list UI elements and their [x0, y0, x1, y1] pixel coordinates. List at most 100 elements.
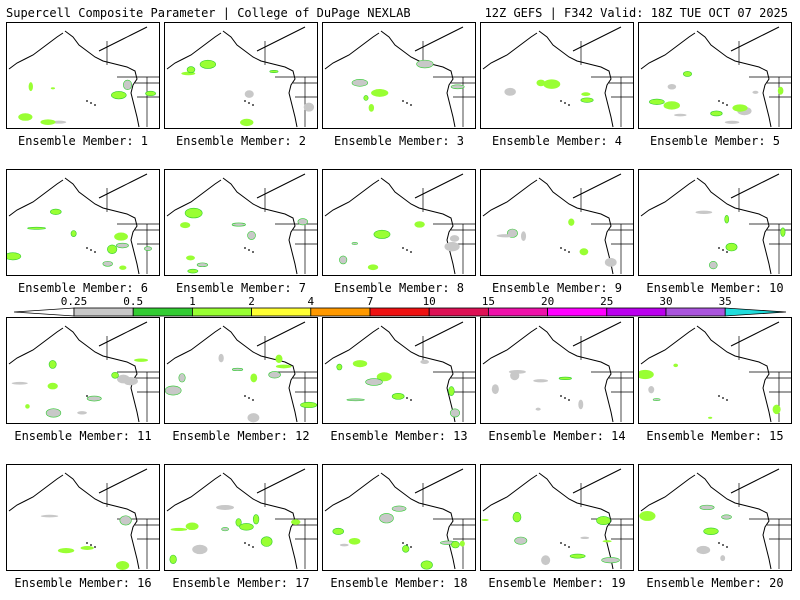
- scp-contour: [115, 561, 130, 570]
- map-outline: [166, 32, 222, 70]
- scp-contour: [450, 84, 465, 90]
- colorbar-segment: [487, 307, 548, 317]
- panel-map: [640, 173, 791, 275]
- colorbar-segment: [547, 307, 608, 317]
- map-outline: [730, 26, 780, 52]
- scp-contour: [77, 411, 87, 415]
- scp-contour: [663, 101, 680, 110]
- panel-label: Ensemble Member: 7: [175, 281, 307, 295]
- map-outline: [414, 26, 464, 52]
- map-outline: [609, 519, 633, 569]
- map-title: Supercell Composite Parameter | College …: [6, 6, 411, 20]
- island-marker: [718, 100, 720, 102]
- ensemble-panel-4: [480, 22, 634, 129]
- panel-label: Ensemble Member: 17: [172, 576, 310, 590]
- panel-map: [166, 26, 317, 128]
- map-outline: [730, 468, 780, 494]
- scp-contour: [260, 536, 273, 547]
- scp-contour: [186, 255, 195, 261]
- island-marker: [718, 247, 720, 249]
- panel-label: Ensemble Member: 2: [175, 134, 307, 148]
- panel-label: Ensemble Member: 15: [646, 429, 784, 443]
- map-outline: [414, 468, 464, 494]
- ensemble-panel-17: [164, 464, 318, 571]
- island-marker: [244, 542, 246, 544]
- panel-map: [481, 468, 633, 570]
- map-outline: [256, 321, 306, 347]
- map-outline: [482, 327, 538, 365]
- ensemble-panel-1: [6, 22, 160, 129]
- scp-contour: [520, 231, 527, 241]
- island-marker: [410, 399, 412, 401]
- scp-contour: [199, 59, 217, 69]
- scp-contour: [724, 120, 740, 124]
- island-marker: [726, 251, 728, 253]
- island-marker: [402, 100, 404, 102]
- scp-contour: [720, 555, 726, 562]
- ensemble-panel-18: [322, 464, 476, 571]
- panel-map: [324, 468, 475, 570]
- map-outline: [422, 483, 475, 520]
- island-marker: [90, 249, 92, 251]
- scp-contour: [250, 373, 258, 383]
- island-marker: [86, 100, 88, 102]
- panel-label: Ensemble Member: 14: [488, 429, 626, 443]
- scp-contour: [196, 262, 209, 268]
- colorbar: 0.25 0.5 1 2 4 7 10 15 20 25 30 35: [0, 295, 800, 320]
- scp-contour: [180, 222, 191, 229]
- scp-contour: [568, 218, 575, 226]
- scp-contour: [652, 398, 661, 401]
- island-marker: [568, 104, 570, 106]
- map-outline: [64, 30, 140, 128]
- island-marker: [248, 102, 250, 104]
- colorbar-tick-label: 35: [719, 296, 732, 308]
- scp-contour: [709, 261, 718, 270]
- map-outline: [380, 472, 456, 570]
- colorbar-tick-label: 4: [307, 296, 314, 308]
- scp-contour: [169, 554, 177, 564]
- island-marker: [410, 546, 412, 548]
- scp-contour: [48, 360, 57, 369]
- ensemble-panel-11: [6, 317, 160, 424]
- scp-contour: [667, 83, 677, 90]
- scp-contour: [119, 265, 127, 270]
- scp-contour: [578, 399, 584, 410]
- panel-label: Ensemble Member: 18: [330, 576, 468, 590]
- island-marker: [244, 100, 246, 102]
- scp-contour: [724, 215, 730, 224]
- colorbar-segment: [191, 307, 252, 317]
- scp-contour: [420, 560, 433, 570]
- scp-contour: [80, 546, 94, 550]
- scp-contour: [569, 553, 586, 559]
- island-marker: [718, 542, 720, 544]
- scp-contour: [291, 519, 301, 525]
- ensemble-panel-20: [638, 464, 792, 571]
- scp-contour: [351, 242, 358, 245]
- island-marker: [252, 104, 254, 106]
- map-outline: [222, 472, 298, 570]
- map-outline: [609, 372, 633, 422]
- scp-contour: [86, 395, 102, 402]
- scp-contour: [27, 226, 46, 230]
- ensemble-panel-3: [322, 22, 476, 129]
- map-outline: [414, 173, 464, 199]
- scp-contour: [772, 404, 781, 415]
- scp-contour: [504, 87, 516, 96]
- map-outline: [640, 179, 696, 217]
- panel-label: Ensemble Member: 5: [649, 134, 781, 148]
- island-marker: [726, 546, 728, 548]
- scp-contour: [580, 97, 594, 103]
- scp-contour: [40, 514, 59, 518]
- scp-contour: [252, 514, 260, 525]
- map-outline: [572, 321, 622, 347]
- colorbar-graphic: 0.25 0.5 1 2 4 7 10 15 20 25 30 35: [13, 295, 787, 317]
- map-outline: [572, 468, 622, 494]
- scp-contour: [459, 540, 465, 547]
- colorbar-tick-label: 2: [248, 296, 255, 308]
- scp-contour: [116, 242, 129, 249]
- panel-map: [482, 26, 633, 128]
- scp-contour: [451, 541, 460, 549]
- scp-contour: [581, 92, 591, 96]
- scp-contour: [45, 408, 62, 418]
- island-marker: [722, 544, 724, 546]
